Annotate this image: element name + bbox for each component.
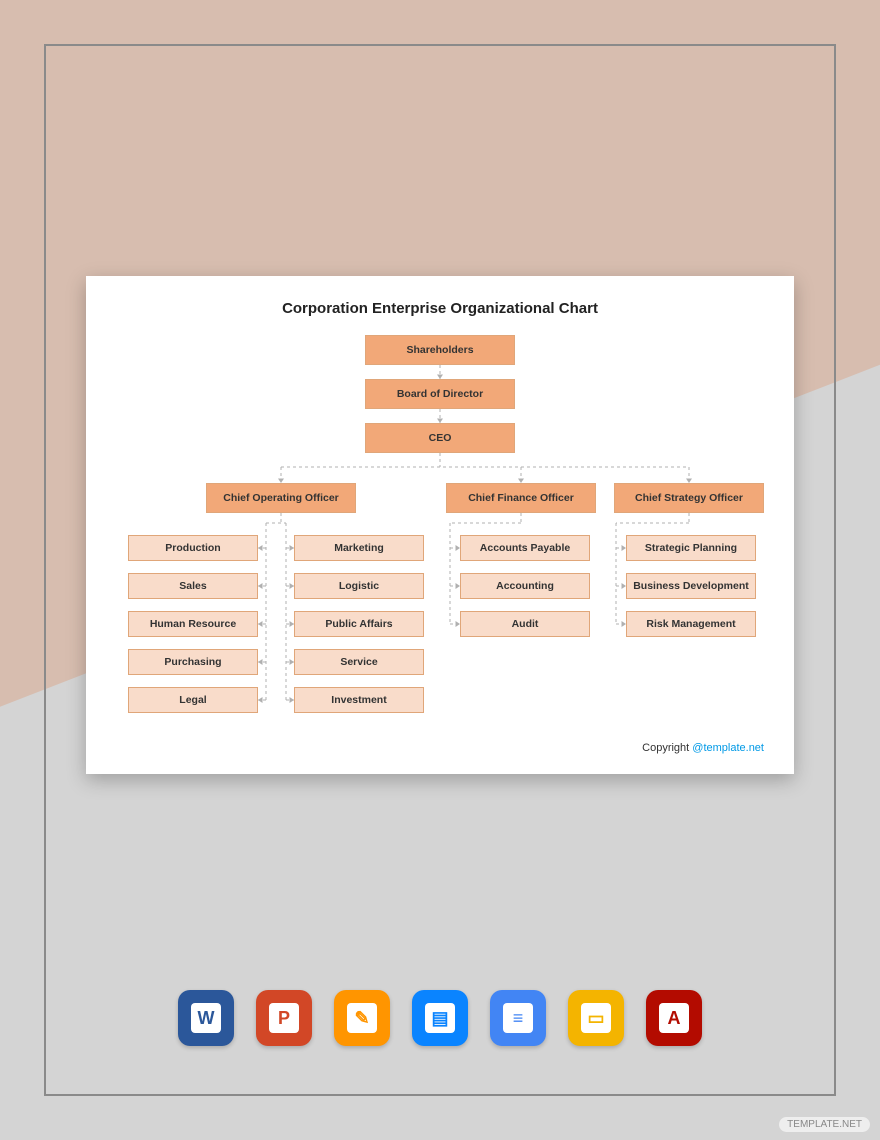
- org-node-coo: Chief Operating Officer: [206, 483, 356, 513]
- powerpoint-icon-glyph: P: [269, 1003, 299, 1033]
- pages-icon[interactable]: ✎: [334, 990, 390, 1046]
- org-node-legal: Legal: [128, 687, 258, 713]
- org-node-cfo: Chief Finance Officer: [446, 483, 596, 513]
- watermark: TEMPLATE.NET: [779, 1117, 870, 1132]
- org-node-purchasing: Purchasing: [128, 649, 258, 675]
- copyright-text: Copyright @template.net: [642, 742, 764, 754]
- copyright-label: Copyright: [642, 742, 692, 754]
- org-node-shareholders: Shareholders: [365, 335, 515, 365]
- org-node-production: Production: [128, 535, 258, 561]
- google-docs-icon[interactable]: ≡: [490, 990, 546, 1046]
- org-node-board: Board of Director: [365, 379, 515, 409]
- org-node-logistic: Logistic: [294, 573, 424, 599]
- org-node-cso: Chief Strategy Officer: [614, 483, 764, 513]
- pdf-icon-glyph: A: [659, 1003, 689, 1033]
- google-slides-icon-glyph: ▭: [581, 1003, 611, 1033]
- org-node-hr: Human Resource: [128, 611, 258, 637]
- org-node-service: Service: [294, 649, 424, 675]
- copyright-link[interactable]: @template.net: [692, 742, 764, 754]
- org-node-strategic: Strategic Planning: [626, 535, 756, 561]
- format-icon-row: W P ✎ ▤ ≡ ▭ A: [0, 990, 880, 1046]
- google-slides-icon[interactable]: ▭: [568, 990, 624, 1046]
- org-node-ceo: CEO: [365, 423, 515, 453]
- document-sheet: Corporation Enterprise Organizational Ch…: [86, 276, 794, 774]
- org-node-investment: Investment: [294, 687, 424, 713]
- org-node-ap: Accounts Payable: [460, 535, 590, 561]
- org-node-bizdev: Business Development: [626, 573, 756, 599]
- word-icon-glyph: W: [191, 1003, 221, 1033]
- keynote-icon[interactable]: ▤: [412, 990, 468, 1046]
- org-chart-area: Shareholders Board of Director CEO Chief Op…: [116, 335, 764, 735]
- pdf-icon[interactable]: A: [646, 990, 702, 1046]
- google-docs-icon-glyph: ≡: [503, 1003, 533, 1033]
- org-node-sales: Sales: [128, 573, 258, 599]
- pages-icon-glyph: ✎: [347, 1003, 377, 1033]
- word-icon[interactable]: W: [178, 990, 234, 1046]
- chart-title: Corporation Enterprise Organizational Ch…: [116, 300, 764, 317]
- org-node-marketing: Marketing: [294, 535, 424, 561]
- org-node-public_affairs: Public Affairs: [294, 611, 424, 637]
- keynote-icon-glyph: ▤: [425, 1003, 455, 1033]
- org-node-risk: Risk Management: [626, 611, 756, 637]
- org-node-accounting: Accounting: [460, 573, 590, 599]
- org-node-audit: Audit: [460, 611, 590, 637]
- powerpoint-icon[interactable]: P: [256, 990, 312, 1046]
